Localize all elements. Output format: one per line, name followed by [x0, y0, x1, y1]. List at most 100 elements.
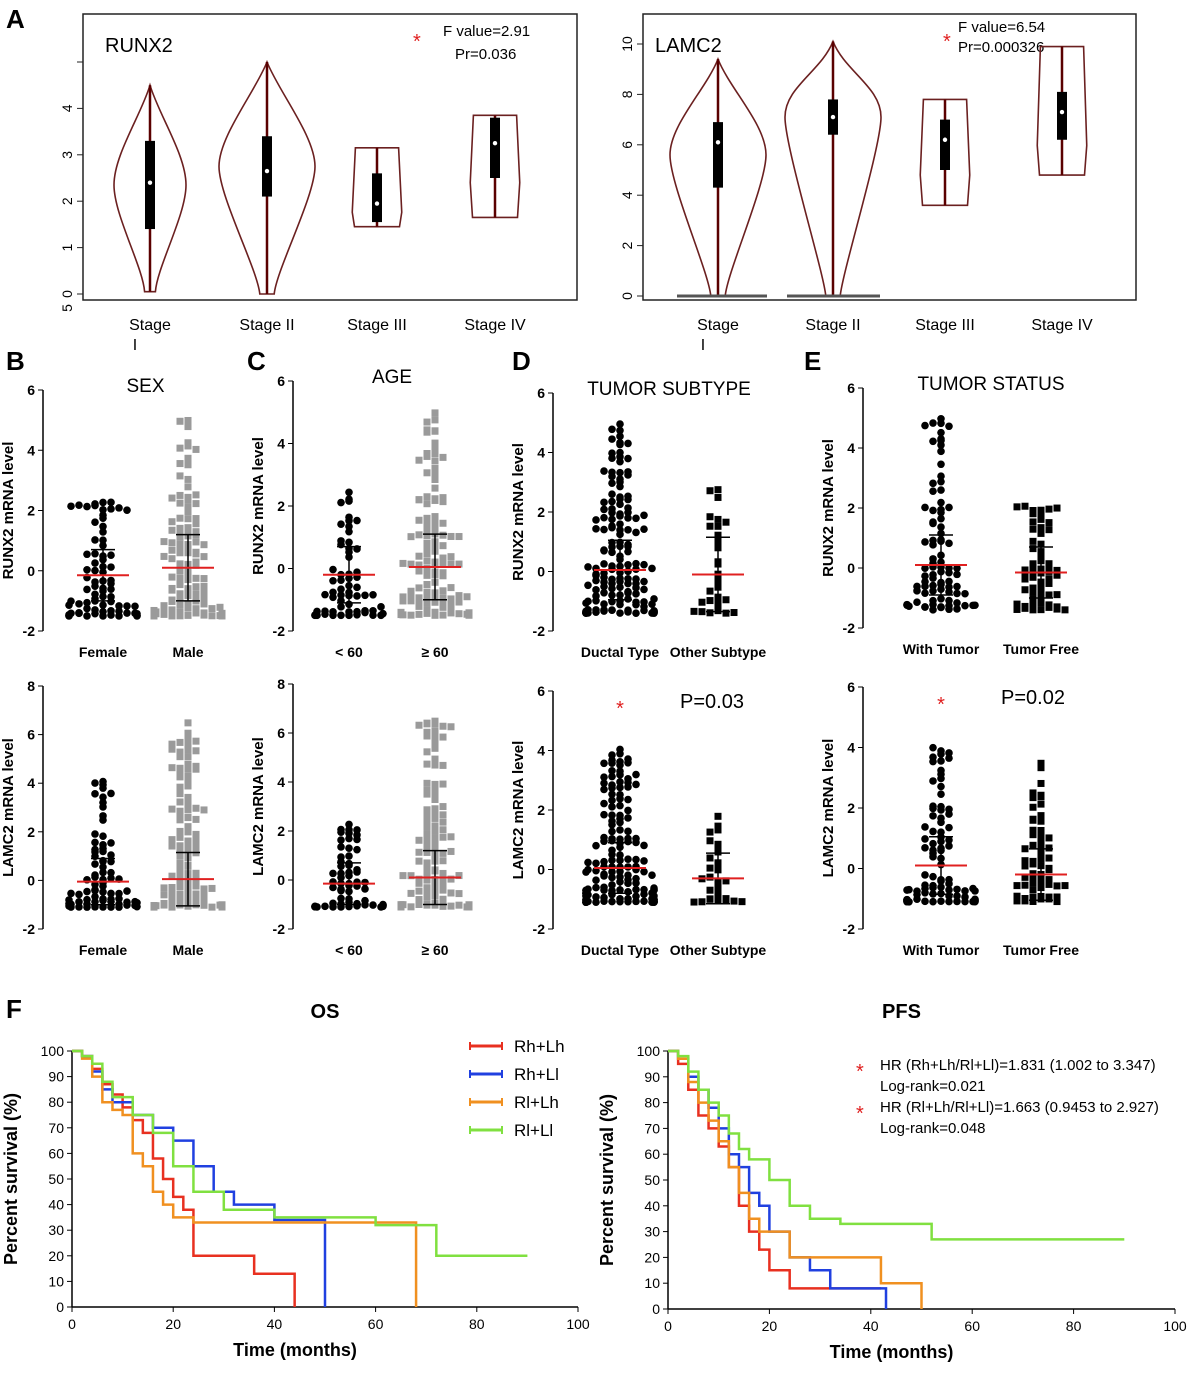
- data-point-circle: [345, 497, 353, 505]
- data-point-circle: [91, 830, 99, 838]
- data-point-circle: [91, 892, 99, 901]
- data-point-square: [431, 471, 439, 479]
- data-point-square: [192, 574, 200, 582]
- y-axis-label: RUNX2 mRNA level: [0, 442, 17, 580]
- y-tick-label: 4: [277, 436, 285, 452]
- data-point-square: [431, 780, 439, 788]
- data-point-circle: [929, 853, 937, 861]
- dot-plot-panel-2: -2 0 2 4 6 RUNX2 mRNA level TUMOR SUBTYPE Ducta…: [510, 379, 766, 660]
- data-point-circle: [99, 511, 107, 519]
- data-point-circle: [624, 755, 632, 763]
- data-point-square: [1053, 893, 1061, 901]
- data-point-square: [1037, 606, 1045, 614]
- data-point-circle: [600, 862, 608, 871]
- data-point-square: [168, 546, 176, 554]
- data-point-circle: [337, 836, 345, 844]
- data-point-square: [447, 609, 455, 617]
- data-point-circle: [945, 892, 953, 900]
- data-point-circle: [107, 498, 115, 507]
- data-point-square: [176, 845, 184, 853]
- data-point-square: [1029, 816, 1037, 824]
- y-axis-label: RUNX2 mRNA level: [820, 439, 837, 577]
- data-point-square: [447, 847, 455, 855]
- data-point-circle: [937, 818, 945, 827]
- y-tick-label: 60: [48, 1145, 64, 1161]
- data-point-square: [184, 611, 192, 619]
- data-point-square: [415, 531, 423, 539]
- data-point-circle: [600, 785, 608, 794]
- data-point-square: [176, 879, 184, 887]
- data-point-square: [176, 608, 184, 616]
- data-point-square: [168, 539, 176, 547]
- data-point-circle: [921, 823, 929, 831]
- data-point-square: [439, 900, 447, 908]
- x-tick-label: 20: [762, 1318, 778, 1334]
- data-point-square: [1013, 882, 1021, 890]
- data-point-circle: [945, 805, 953, 814]
- data-point-circle: [592, 893, 600, 901]
- x-category-label: Other Subtype: [670, 942, 767, 958]
- data-point-square: [423, 732, 431, 740]
- data-point-square: [423, 519, 431, 527]
- data-point-square: [1045, 854, 1053, 862]
- y-axis-label: Percent survival (%): [1, 1093, 21, 1265]
- survival-curve-rl-lh: [668, 1049, 923, 1309]
- data-point-circle: [929, 839, 937, 848]
- data-point-square: [176, 790, 184, 798]
- data-point-square: [1045, 526, 1053, 534]
- data-point-square: [176, 499, 184, 507]
- data-point-circle: [592, 586, 600, 594]
- data-point-square: [176, 491, 184, 499]
- data-point-square: [192, 804, 200, 812]
- data-point-circle: [929, 743, 937, 752]
- data-point-square: [168, 494, 176, 502]
- data-point-square: [431, 495, 439, 503]
- data-point-circle: [107, 839, 115, 847]
- data-point-square: [168, 596, 176, 604]
- data-point-circle: [91, 518, 99, 527]
- data-point-square: [415, 552, 423, 560]
- x-category-label-line2: I: [133, 337, 137, 354]
- data-point-square: [168, 526, 176, 534]
- data-point-circle: [608, 479, 616, 487]
- dot-plot-title: TUMOR SUBTYPE: [587, 379, 751, 400]
- data-point-square: [439, 733, 447, 741]
- data-point-circle: [91, 845, 99, 854]
- data-point-square: [415, 602, 423, 610]
- log-rank-text: Log-rank=0.048: [880, 1120, 986, 1137]
- data-point-circle: [624, 814, 632, 822]
- violin-shape: [351, 147, 403, 228]
- data-point-circle: [616, 597, 624, 605]
- data-point-circle: [608, 817, 616, 825]
- data-point-square: [176, 842, 184, 850]
- data-point-square: [184, 604, 192, 612]
- data-point-square: [168, 555, 176, 563]
- data-point-circle: [937, 472, 945, 481]
- data-point-square: [160, 602, 168, 610]
- data-point-square: [168, 872, 176, 880]
- data-point-circle: [903, 601, 911, 609]
- data-point-square: [714, 822, 722, 830]
- data-point-circle: [937, 802, 945, 811]
- data-point-circle: [133, 902, 141, 911]
- dot-plot-panel-6: -2 0 2 4 6 LAMC2 mRNA level P=0.03 * Ductal Type…: [510, 683, 766, 958]
- data-point-square: [1045, 519, 1053, 527]
- significance-star: *: [616, 698, 624, 720]
- y-tick-label: 70: [644, 1120, 660, 1136]
- y-tick-label: 4: [537, 743, 545, 759]
- data-point-circle: [929, 897, 937, 906]
- data-point-square: [168, 764, 176, 772]
- data-point-square: [1037, 841, 1045, 849]
- data-point-square: [431, 737, 439, 745]
- km-panel-os: 0 10 20 30 40 50 60 70 80 90 100 0 20 40 60 80 100 Time (…: [1, 1001, 590, 1360]
- data-point-square: [150, 612, 158, 620]
- data-point-circle: [945, 875, 953, 884]
- data-point-square: [184, 797, 192, 805]
- data-point-square: [1045, 575, 1053, 583]
- x-category-label: ≥ 60: [421, 644, 448, 660]
- data-point-circle: [83, 502, 91, 511]
- data-point-square: [722, 877, 730, 885]
- data-point-circle: [91, 549, 99, 558]
- y-tick-label: 2: [27, 503, 35, 519]
- data-point-circle: [83, 612, 91, 620]
